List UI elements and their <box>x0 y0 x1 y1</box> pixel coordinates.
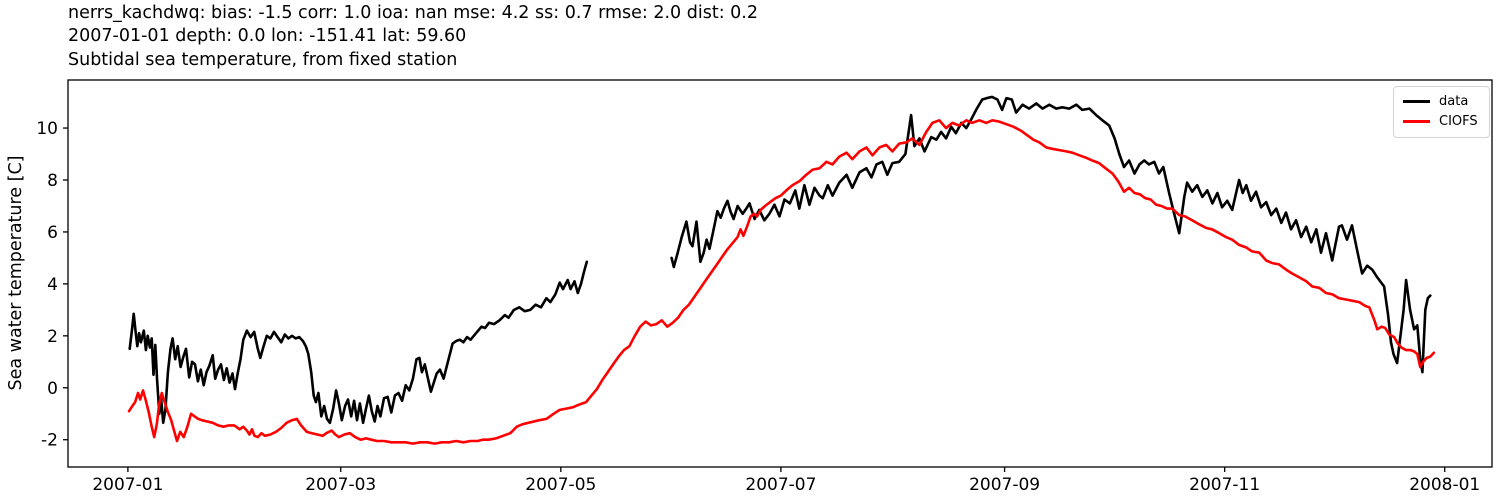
ciofs-series-line <box>127 119 1436 445</box>
legend-entry-data: data <box>1403 95 1478 108</box>
title-variable-line: Subtidal sea temperature, from fixed sta… <box>68 49 458 70</box>
data-line-swatch <box>1403 100 1430 103</box>
legend-label-data: data <box>1439 94 1469 109</box>
axes-frame <box>67 79 1493 468</box>
x-axis-tick-label: 2007-01 <box>92 475 163 495</box>
title-stats-line: nerrs_kachdwq: bias: -1.5 corr: 1.0 ioa:… <box>68 3 758 23</box>
y-axis-tick-label: 2 <box>47 327 58 347</box>
data-series-line <box>128 260 589 425</box>
x-axis-tick-label: 2007-09 <box>969 475 1040 495</box>
y-axis-tick-label: 6 <box>47 223 58 243</box>
y-axis-tick-label: 4 <box>47 275 58 295</box>
x-axis-tick-label: 2008-01 <box>1409 475 1480 495</box>
chart-title: nerrs_kachdwq: bias: -1.5 corr: 1.0 ioa:… <box>68 2 758 72</box>
x-axis-tick-label: 2007-11 <box>1189 475 1260 495</box>
ciofs-line-swatch <box>1403 120 1430 123</box>
legend: data CIOFS <box>1393 86 1490 138</box>
x-axis-tick-label: 2007-05 <box>525 475 596 495</box>
data-series-line <box>670 95 1432 374</box>
x-axis-tick-label: 2007-03 <box>305 475 376 495</box>
legend-entry-ciofs: CIOFS <box>1403 115 1478 128</box>
x-axis-tick-label: 2007-07 <box>745 475 816 495</box>
y-axis-tick-label: 8 <box>47 171 58 191</box>
y-axis-tick-label: 10 <box>36 119 58 139</box>
y-axis-tick-label: 0 <box>47 379 58 399</box>
legend-label-ciofs: CIOFS <box>1439 114 1478 129</box>
title-location-line: 2007-01-01 depth: 0.0 lon: -151.41 lat: … <box>68 26 467 47</box>
y-axis-tick-label: -2 <box>41 431 58 451</box>
